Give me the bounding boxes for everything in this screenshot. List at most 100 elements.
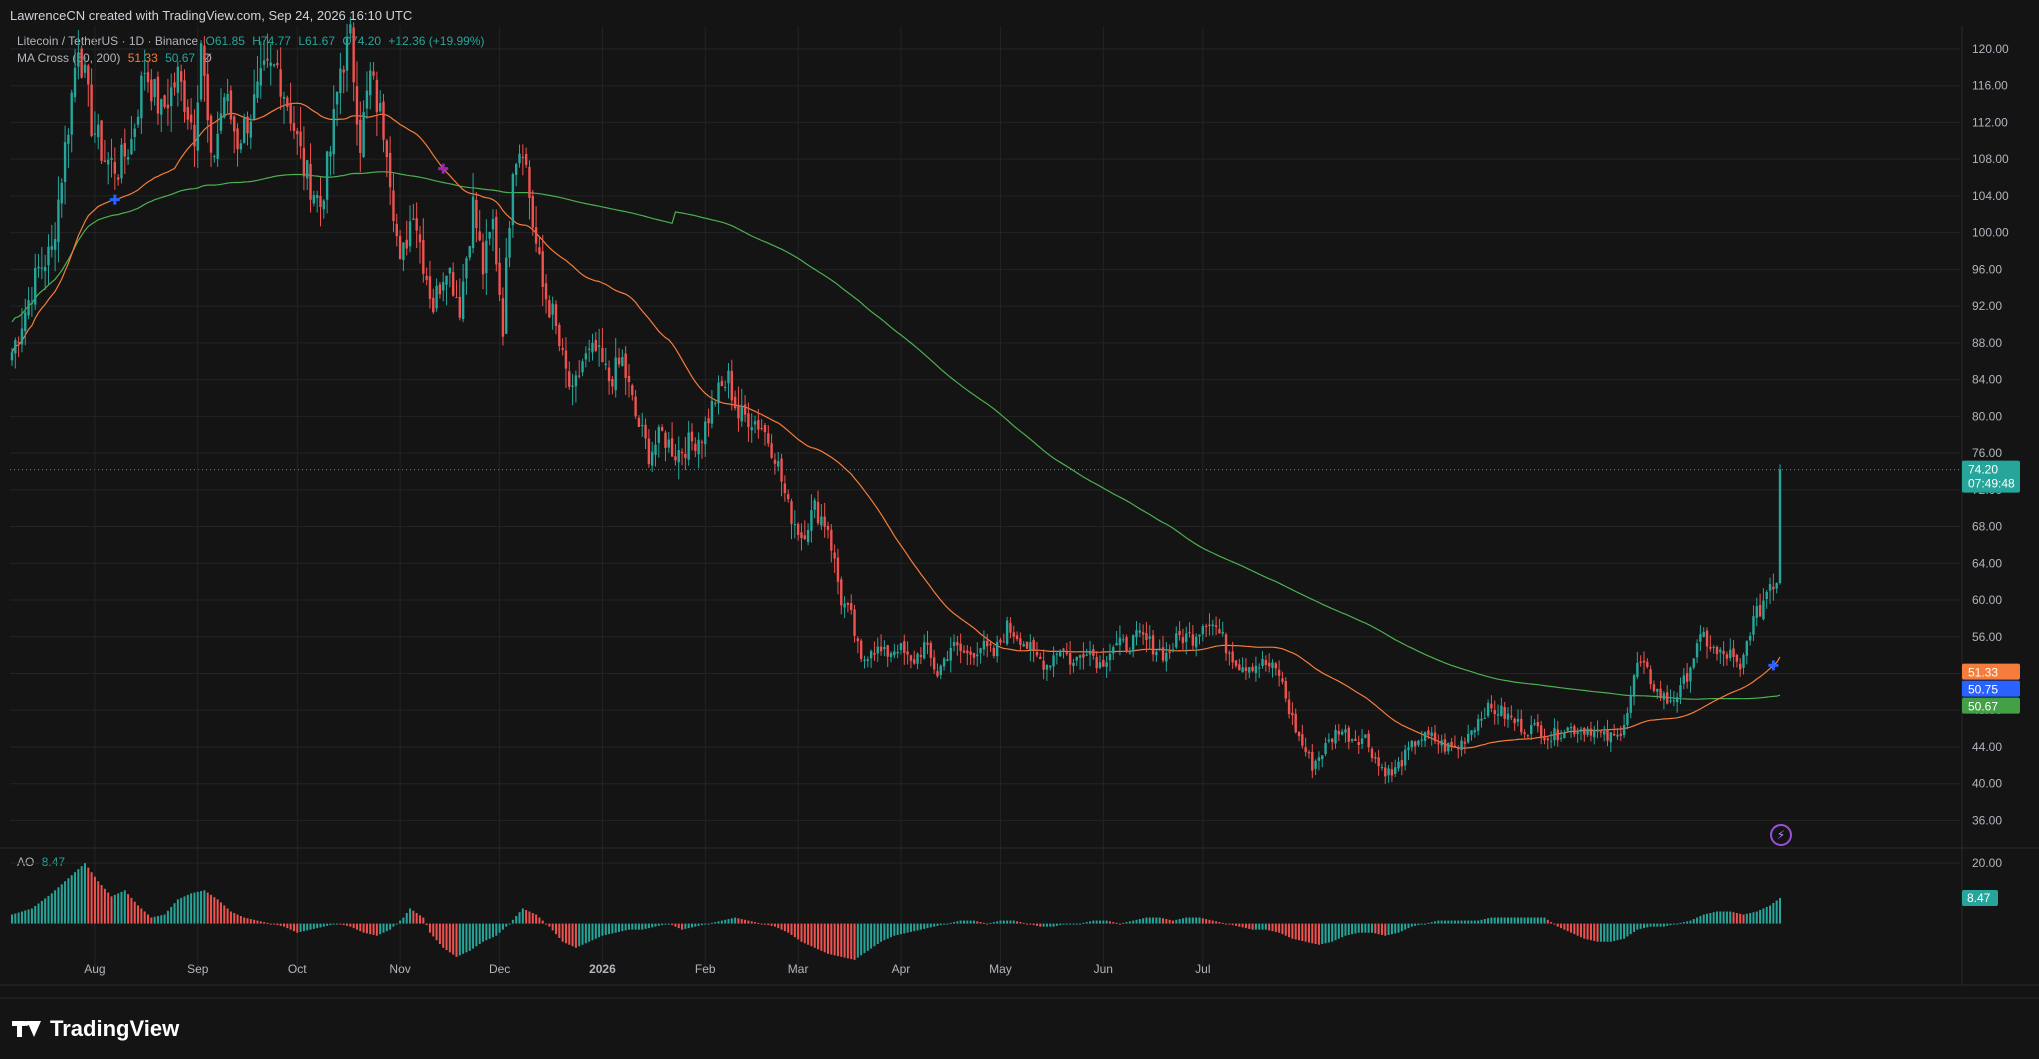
- ao-bar: [1593, 923, 1596, 941]
- ao-bar: [525, 909, 528, 924]
- ao-bar: [813, 923, 816, 948]
- candle-body: [1473, 730, 1477, 733]
- ao-bar: [710, 922, 713, 924]
- candle-body: [1675, 697, 1679, 703]
- candle-body: [1729, 649, 1732, 658]
- ao-name[interactable]: AO: [17, 855, 35, 869]
- ao-bar: [1321, 923, 1324, 945]
- ao-bar: [1457, 920, 1460, 924]
- candle-body: [1569, 726, 1573, 729]
- ao-bar: [1613, 923, 1616, 941]
- candle-body: [1344, 729, 1347, 733]
- candle-body: [637, 417, 641, 427]
- moving-averages: [11, 102, 1781, 749]
- candle-body: [1211, 624, 1214, 627]
- candle-body: [110, 157, 113, 160]
- candle-body: [103, 160, 107, 162]
- ao-bar: [906, 923, 909, 933]
- ao-bar: [1407, 923, 1410, 929]
- candle-body: [1165, 652, 1168, 662]
- ao-bar: [1752, 912, 1755, 924]
- ao-bar: [442, 923, 445, 948]
- lightning-icon[interactable]: ⚡: [1770, 824, 1792, 846]
- candle-body: [392, 190, 395, 221]
- candle-body: [1536, 722, 1540, 727]
- ao-bar: [989, 922, 992, 924]
- time-axis: Aug Sep Oct Nov Dec 2026 Feb Mar Apr May Jun Jul: [84, 962, 1210, 976]
- ao-bar: [44, 898, 47, 924]
- candle-body: [1088, 650, 1092, 655]
- candle-body: [1238, 664, 1241, 671]
- ao-bar: [677, 923, 680, 929]
- candle-body: [647, 438, 651, 465]
- candle-body: [1556, 729, 1559, 741]
- candle-body: [1118, 637, 1122, 646]
- candle-body: [528, 166, 531, 198]
- candle-body: [342, 69, 345, 73]
- ao-bar: [780, 923, 783, 930]
- ao-bar: [1629, 923, 1632, 935]
- cross-marker-icon: [109, 194, 120, 205]
- ao-bar: [349, 923, 352, 927]
- candle-body: [1662, 693, 1666, 700]
- ao-bar: [601, 923, 604, 936]
- ao-bar: [1039, 923, 1042, 927]
- tradingview-logo[interactable]: TradingView: [12, 1016, 179, 1042]
- ao-bar: [1507, 917, 1509, 924]
- candle-body: [1553, 728, 1556, 741]
- candle-body: [269, 62, 272, 67]
- ao-bar: [326, 923, 329, 926]
- ao-bar: [1019, 922, 1022, 924]
- ao-bar: [120, 891, 123, 924]
- ao-bar: [1384, 923, 1387, 936]
- ao-bar: [103, 888, 106, 924]
- close-value: C74.20: [342, 34, 382, 48]
- ma-slow-value: 50.67: [165, 51, 196, 65]
- ao-bar: [1152, 917, 1155, 924]
- ao-bar: [1354, 923, 1357, 934]
- ao-bar: [1540, 917, 1543, 924]
- candle-body: [73, 67, 77, 98]
- ao-bar: [1586, 923, 1589, 940]
- ao-bar: [445, 923, 448, 951]
- candle-body: [113, 162, 117, 174]
- ao-bar: [147, 914, 149, 924]
- ao-bar: [299, 923, 302, 932]
- candle-body: [1108, 653, 1112, 661]
- candle-body: [166, 104, 170, 109]
- candle-body: [209, 115, 213, 153]
- ao-bar: [694, 923, 697, 927]
- ao-bar: [551, 923, 554, 931]
- candle-body: [1407, 747, 1410, 751]
- ao-bar: [767, 923, 770, 926]
- candle-body: [1689, 667, 1692, 682]
- ao-bar: [1526, 917, 1529, 924]
- ao-bar: [1128, 921, 1131, 924]
- candle-body: [57, 199, 60, 243]
- ao-bar: [319, 923, 322, 928]
- ao-legend[interactable]: AO 8.47: [17, 855, 69, 869]
- candle-body: [670, 438, 674, 457]
- ao-bar: [840, 923, 843, 957]
- awesome-oscillator-series: [11, 863, 1781, 960]
- candle-body: [1095, 657, 1098, 669]
- candle-body: [1573, 726, 1576, 735]
- symbol-name[interactable]: Litecoin / TetherUS · 1D · Binance: [17, 34, 199, 48]
- candle-body: [50, 246, 54, 250]
- candle-body: [717, 382, 720, 404]
- candle-body: [966, 650, 969, 654]
- candle-body: [1394, 767, 1397, 774]
- ao-bar: [737, 918, 740, 924]
- candle-body: [1612, 733, 1616, 736]
- ao-bar: [302, 923, 305, 932]
- ao-bar: [1092, 920, 1095, 924]
- candle-body: [1516, 718, 1520, 722]
- ao-bar: [1205, 919, 1208, 924]
- candle-body: [329, 151, 332, 157]
- symbol-legend[interactable]: Litecoin / TetherUS · 1D · Binance O61.8…: [17, 34, 488, 48]
- candle-body: [150, 79, 153, 102]
- ao-bar: [501, 923, 504, 930]
- ao-bar: [153, 916, 156, 924]
- candle-body: [946, 659, 949, 661]
